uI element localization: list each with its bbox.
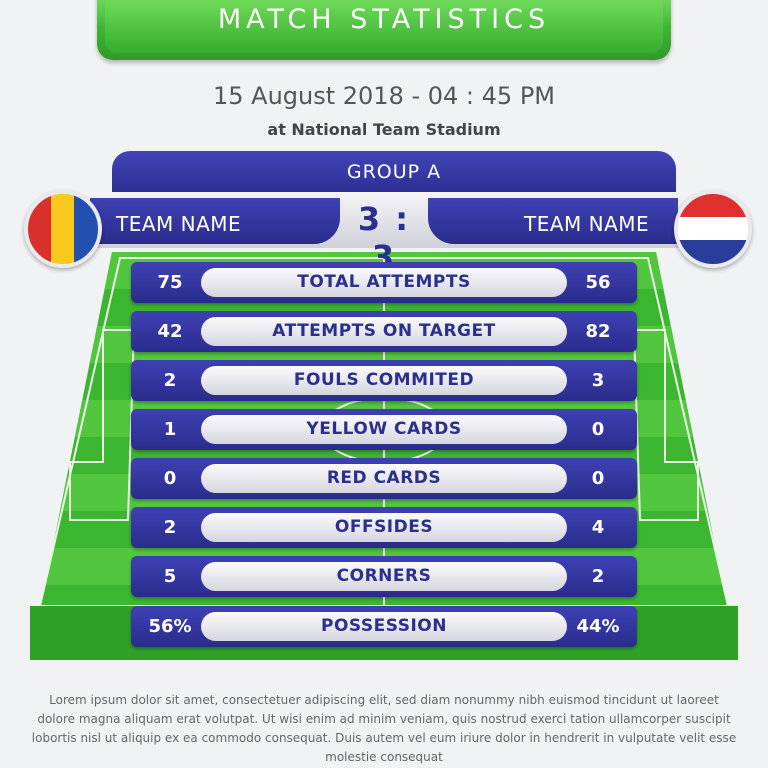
stat-row-total-attempts: 75 TOTAL ATTEMPTS 56 (131, 262, 637, 303)
stat-label-pill: FOULS COMMITED (201, 366, 567, 395)
match-venue: at National Team Stadium (267, 120, 501, 139)
stat-label-pill: TOTAL ATTEMPTS (201, 268, 567, 297)
away-value: 0 (591, 419, 605, 440)
stat-row-corners: 5 CORNERS 2 (131, 556, 637, 597)
away-team-flag-icon (674, 190, 752, 268)
title-banner-inner (105, 0, 663, 53)
home-value: 5 (163, 566, 177, 587)
stat-label: CORNERS (336, 566, 432, 586)
stat-label-pill: CORNERS (201, 562, 567, 591)
away-value: 44% (576, 616, 620, 637)
stat-row-red-cards: 0 RED CARDS 0 (131, 458, 637, 499)
stat-label-pill: RED CARDS (201, 464, 567, 493)
group-label: GROUP A (346, 161, 442, 183)
stat-label: TOTAL ATTEMPTS (297, 272, 471, 292)
stat-row-attempts-on-target: 42 ATTEMPTS ON TARGET 82 (131, 311, 637, 352)
home-value: 56% (148, 616, 192, 637)
match-datetime: 15 August 2018 - 04 : 45 PM (212, 82, 555, 110)
stat-label: OFFSIDES (334, 517, 434, 537)
stat-label: YELLOW CARDS (306, 419, 462, 439)
home-value: 2 (163, 517, 177, 538)
stat-label: RED CARDS (326, 468, 442, 488)
home-team-flag-icon (24, 190, 102, 268)
away-value: 3 (591, 370, 605, 391)
home-value: 2 (163, 370, 177, 391)
home-team-name: TEAM NAME (116, 212, 242, 236)
stat-label: POSSESSION (321, 616, 447, 636)
stat-label-pill: YELLOW CARDS (201, 415, 567, 444)
away-value: 2 (591, 566, 605, 587)
stat-label: ATTEMPTS ON TARGET (272, 321, 496, 341)
away-team-name: TEAM NAME (524, 212, 650, 236)
home-value: 42 (157, 321, 183, 342)
away-value: 82 (585, 321, 611, 342)
home-team-bar (90, 198, 340, 244)
stat-label-pill: POSSESSION (201, 612, 567, 641)
away-value: 4 (591, 517, 605, 538)
stat-row-yellow-cards: 1 YELLOW CARDS 0 (131, 409, 637, 450)
page-title: MATCH STATISTICS (217, 4, 551, 35)
home-value: 75 (157, 272, 183, 293)
stat-label-pill: OFFSIDES (201, 513, 567, 542)
footer-text: Lorem ipsum dolor sit amet, consectetuer… (31, 693, 737, 764)
away-value: 56 (585, 272, 611, 293)
home-value: 1 (163, 419, 177, 440)
stat-label: FOULS COMMITED (293, 370, 475, 390)
away-value: 0 (591, 468, 605, 489)
home-value: 0 (163, 468, 177, 489)
stat-label-pill: ATTEMPTS ON TARGET (201, 317, 567, 346)
group-header: GROUP A (112, 151, 676, 199)
stat-row-possession: 56% POSSESSION 44% (131, 606, 637, 647)
stat-row-fouls: 2 FOULS COMMITED 3 (131, 360, 637, 401)
title-banner: MATCH STATISTICS (97, 0, 671, 60)
away-team-bar (428, 198, 678, 244)
stat-row-offsides: 2 OFFSIDES 4 (131, 507, 637, 548)
